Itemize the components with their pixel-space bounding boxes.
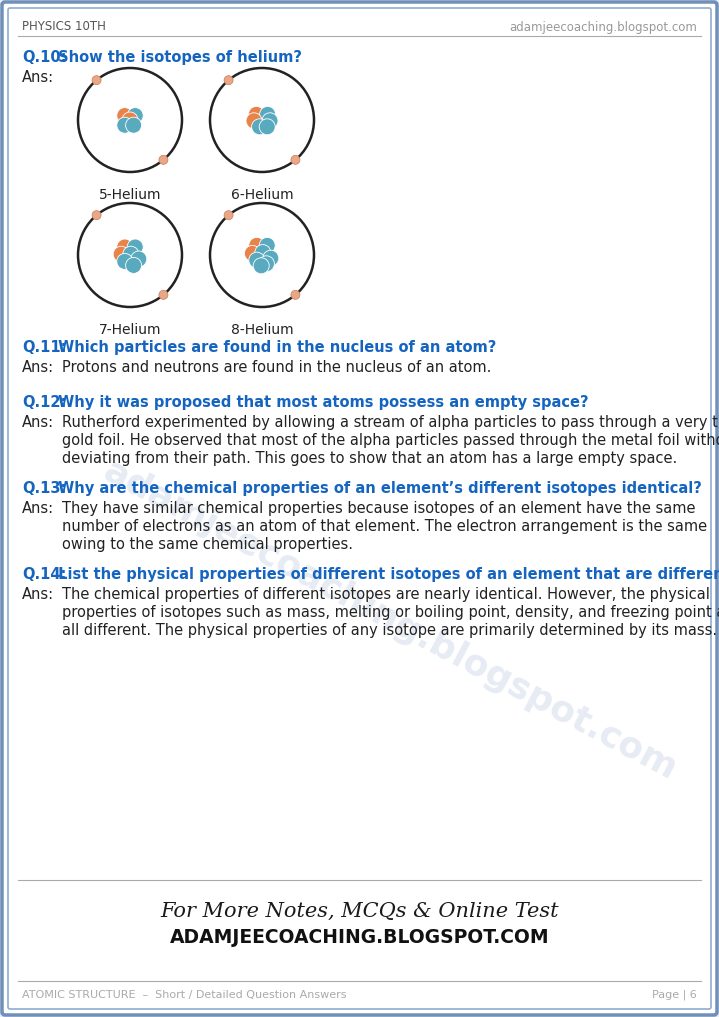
Text: Q.11:: Q.11: xyxy=(22,340,66,355)
Text: Show the isotopes of helium?: Show the isotopes of helium? xyxy=(53,50,302,65)
Text: properties of isotopes such as mass, melting or boiling point, density, and free: properties of isotopes such as mass, mel… xyxy=(62,605,719,620)
Text: Ans:: Ans: xyxy=(22,587,54,602)
Circle shape xyxy=(246,113,262,129)
Text: Why it was proposed that most atoms possess an empty space?: Why it was proposed that most atoms poss… xyxy=(53,395,589,410)
Circle shape xyxy=(255,245,271,260)
Text: 5-Helium: 5-Helium xyxy=(99,188,161,202)
Text: number of electrons as an atom of that element. The electron arrangement is the : number of electrons as an atom of that e… xyxy=(62,519,707,534)
Text: Ans:: Ans: xyxy=(22,415,54,430)
Circle shape xyxy=(291,156,300,165)
Circle shape xyxy=(116,108,133,124)
FancyBboxPatch shape xyxy=(8,8,711,1009)
Circle shape xyxy=(260,237,275,253)
Text: gold foil. He observed that most of the alpha particles passed through the metal: gold foil. He observed that most of the … xyxy=(62,433,719,448)
Text: owing to the same chemical properties.: owing to the same chemical properties. xyxy=(62,537,353,552)
Circle shape xyxy=(92,75,101,84)
Circle shape xyxy=(263,250,279,266)
Text: They have similar chemical properties because isotopes of an element have the sa: They have similar chemical properties be… xyxy=(62,501,695,516)
Text: Ans:: Ans: xyxy=(22,501,54,516)
Text: Ans:: Ans: xyxy=(22,360,54,375)
Circle shape xyxy=(262,113,278,129)
Text: List the physical properties of different isotopes of an element that are differ: List the physical properties of differen… xyxy=(53,567,719,582)
Circle shape xyxy=(116,239,133,255)
Circle shape xyxy=(126,117,142,133)
Text: Which particles are found in the nucleus of an atom?: Which particles are found in the nucleus… xyxy=(53,340,496,355)
Text: Q.13:: Q.13: xyxy=(22,481,66,496)
Text: Q.10:: Q.10: xyxy=(22,50,66,65)
Text: Rutherford experimented by allowing a stream of alpha particles to pass through : Rutherford experimented by allowing a st… xyxy=(62,415,719,430)
Text: Page | 6: Page | 6 xyxy=(652,990,697,1001)
Circle shape xyxy=(122,112,138,128)
Text: 7-Helium: 7-Helium xyxy=(99,323,161,337)
Text: all different. The physical properties of any isotope are primarily determined b: all different. The physical properties o… xyxy=(62,623,717,638)
Circle shape xyxy=(253,257,269,274)
Circle shape xyxy=(113,246,129,262)
Text: Ans:: Ans: xyxy=(22,70,54,85)
Circle shape xyxy=(123,246,139,262)
Text: ADAMJEECOACHING.BLOGSPOT.COM: ADAMJEECOACHING.BLOGSPOT.COM xyxy=(170,928,550,947)
Circle shape xyxy=(260,107,275,122)
Circle shape xyxy=(116,253,133,270)
Text: For More Notes, MCQs & Online Test: For More Notes, MCQs & Online Test xyxy=(161,902,559,921)
Circle shape xyxy=(260,119,275,135)
Circle shape xyxy=(127,108,143,124)
Circle shape xyxy=(248,107,265,122)
Circle shape xyxy=(249,237,265,253)
Text: Protons and neutrons are found in the nucleus of an atom.: Protons and neutrons are found in the nu… xyxy=(62,360,491,375)
Circle shape xyxy=(116,117,133,133)
Text: Q.12:: Q.12: xyxy=(22,395,66,410)
Circle shape xyxy=(159,290,168,299)
Circle shape xyxy=(131,251,147,267)
Text: adamjeecoaching.blogspot.com: adamjeecoaching.blogspot.com xyxy=(97,454,682,786)
Circle shape xyxy=(224,75,233,84)
Circle shape xyxy=(291,290,300,299)
Text: ATOMIC STRUCTURE  –  Short / Detailed Question Answers: ATOMIC STRUCTURE – Short / Detailed Ques… xyxy=(22,990,347,1000)
Text: PHYSICS 10TH: PHYSICS 10TH xyxy=(22,20,106,34)
Circle shape xyxy=(127,239,143,255)
Text: adamjeecoaching.blogspot.com: adamjeecoaching.blogspot.com xyxy=(509,20,697,34)
Circle shape xyxy=(252,119,267,135)
Text: The chemical properties of different isotopes are nearly identical. However, the: The chemical properties of different iso… xyxy=(62,587,710,602)
Circle shape xyxy=(249,252,265,268)
Text: deviating from their path. This goes to show that an atom has a large empty spac: deviating from their path. This goes to … xyxy=(62,451,677,466)
Text: 6-Helium: 6-Helium xyxy=(231,188,293,202)
Circle shape xyxy=(258,256,275,272)
Circle shape xyxy=(159,156,168,165)
Circle shape xyxy=(92,211,101,220)
Circle shape xyxy=(244,245,260,261)
Circle shape xyxy=(224,211,233,220)
Circle shape xyxy=(126,257,142,274)
Text: Q.14:: Q.14: xyxy=(22,567,66,582)
Text: 8-Helium: 8-Helium xyxy=(231,323,293,337)
Text: Why are the chemical properties of an element’s different isotopes identical?: Why are the chemical properties of an el… xyxy=(53,481,702,496)
